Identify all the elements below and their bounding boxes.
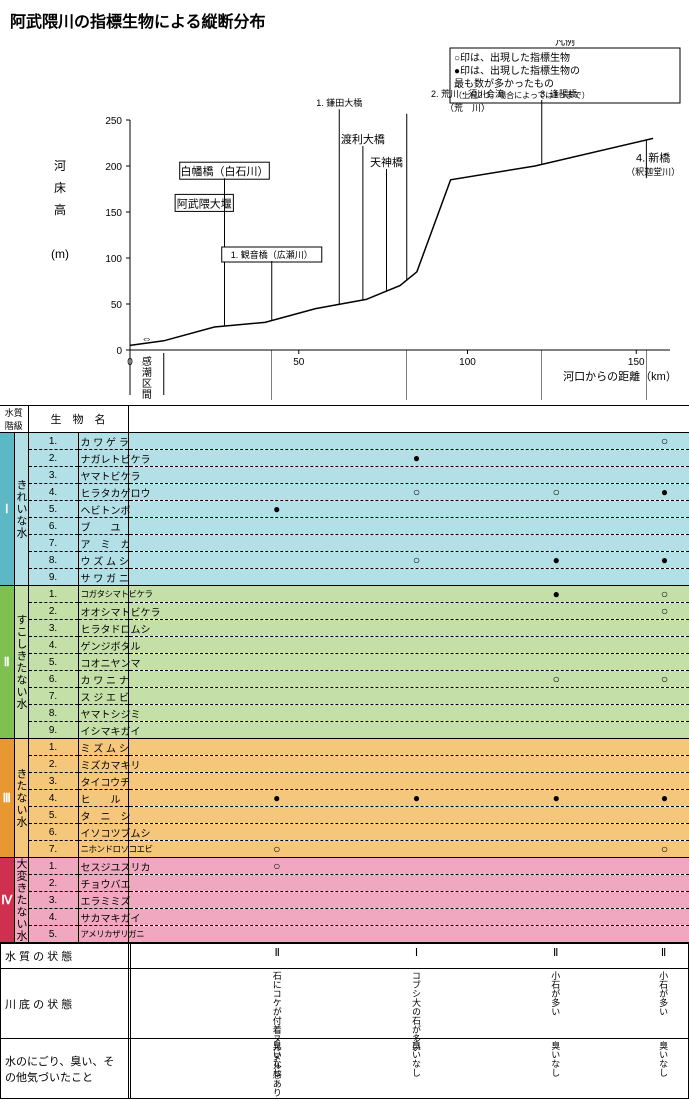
svg-text:渡利大橋: 渡利大橋: [341, 132, 385, 146]
svg-text:感: 感: [142, 355, 152, 368]
svg-text:100: 100: [105, 254, 122, 265]
svg-text:河口からの距離（km）: 河口からの距離（km）: [563, 369, 677, 383]
mark-icon: [413, 452, 420, 464]
mark-icon: [553, 486, 560, 498]
page-title: 阿武隈川の指標生物による縦断分布: [0, 0, 689, 40]
mark-icon: [661, 673, 668, 685]
mark-icon: [413, 792, 420, 804]
mark-icon: [413, 486, 420, 498]
profile-chart: 凡例○印は、出現した指標生物●印は、出現した指標生物の最も数が多かったもの（上位…: [0, 40, 689, 400]
chart-area: 凡例○印は、出現した指標生物●印は、出現した指標生物の最も数が多かったもの（上位…: [0, 40, 689, 405]
svg-text:潮: 潮: [142, 366, 152, 379]
svg-text:3. 逢隈橋: 3. 逢隈橋: [540, 88, 577, 99]
svg-text:1. 観音橋（広瀬川）: 1. 観音橋（広瀬川）: [231, 249, 313, 260]
mark-icon: [273, 843, 280, 855]
svg-text:阿武隈大堰: 阿武隈大堰: [177, 196, 232, 210]
mark-icon: [661, 792, 668, 804]
svg-text:1. 鎌田大橋: 1. 鎌田大橋: [316, 97, 362, 108]
svg-text:区: 区: [142, 378, 152, 390]
svg-text:2. 荒川・須川合流: 2. 荒川・須川合流: [431, 88, 504, 99]
svg-text:天神橋: 天神橋: [370, 155, 403, 169]
mark-icon: [553, 554, 560, 566]
svg-text:50: 50: [293, 357, 305, 368]
svg-text:凡例: 凡例: [555, 40, 575, 48]
mark-icon: [661, 605, 668, 617]
svg-text:150: 150: [628, 357, 645, 368]
svg-text:河: 河: [54, 159, 66, 173]
svg-text:(m): (m): [51, 247, 69, 261]
mark-icon: [273, 792, 280, 804]
svg-text:100: 100: [459, 357, 476, 368]
svg-text:高: 高: [54, 202, 66, 217]
svg-text:250: 250: [105, 116, 122, 127]
mark-icon: [661, 486, 668, 498]
svg-text:●印は、出現した指標生物の: ●印は、出現した指標生物の: [454, 64, 580, 77]
svg-text:白幡橋（白石川）: 白幡橋（白石川）: [181, 164, 269, 178]
svg-text:50: 50: [111, 300, 123, 311]
mark-icon: [553, 588, 560, 600]
svg-text:150: 150: [105, 208, 122, 219]
svg-text:床: 床: [54, 181, 66, 195]
svg-text:4. 新橋: 4. 新橋: [636, 150, 670, 164]
mark-icon: [553, 792, 560, 804]
mark-icon: [661, 588, 668, 600]
svg-text:○印は、出現した指標生物: ○印は、出現した指標生物: [454, 51, 570, 64]
mark-icon: [273, 503, 280, 515]
svg-text:（荒 川）: （荒 川）: [445, 103, 490, 113]
svg-text:0: 0: [116, 346, 122, 357]
svg-text:間: 間: [142, 389, 152, 400]
mark-icon: [661, 843, 668, 855]
mark-icon: [553, 673, 560, 685]
svg-text:（釈迦堂川）: （釈迦堂川）: [626, 166, 680, 177]
mark-icon: [273, 860, 280, 872]
mark-icon: [413, 554, 420, 566]
mark-icon: [661, 435, 668, 447]
species-table: 水質階級生 物 名Ⅰきれいな水1.カ ワ ゲ ラ2.ナガレトビケラ3.ヤマトビケ…: [0, 405, 689, 1099]
svg-text:200: 200: [105, 162, 122, 173]
mark-icon: [661, 554, 668, 566]
